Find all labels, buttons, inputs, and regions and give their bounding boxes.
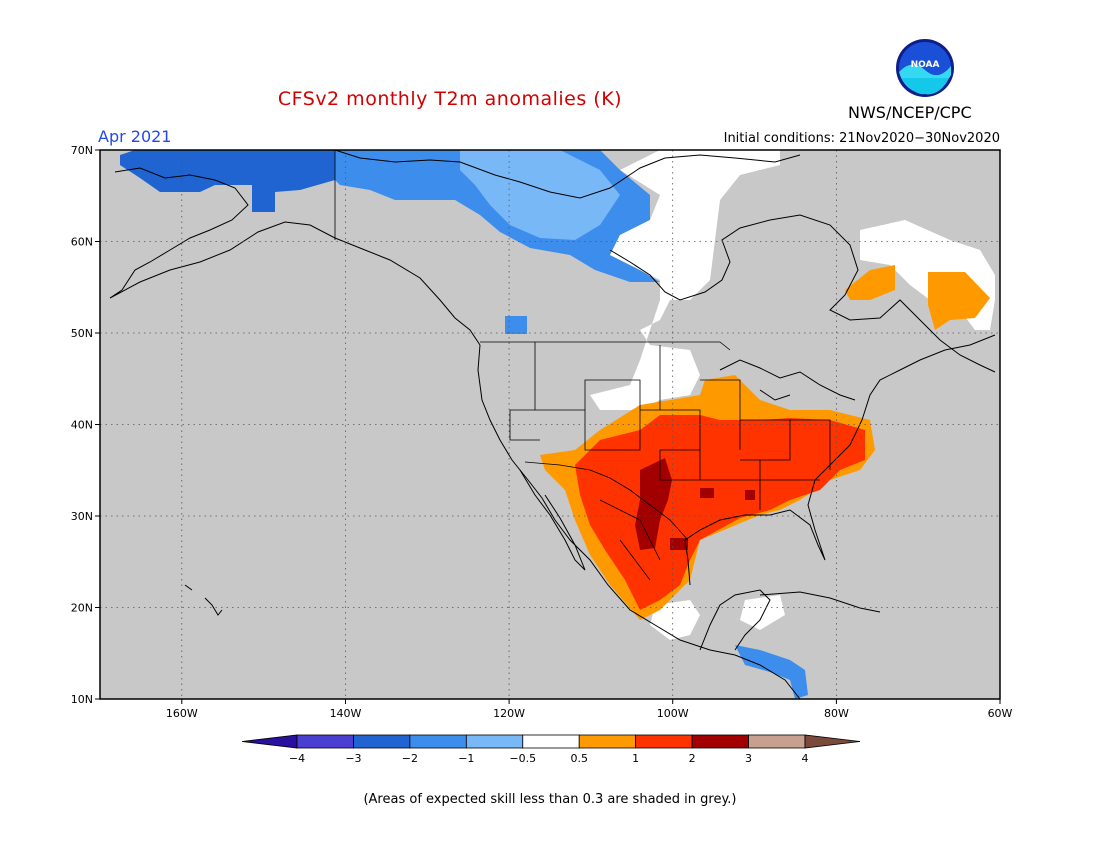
border-mexico-states [599, 499, 661, 581]
lat-label: 70N [71, 144, 93, 157]
colorbar-segment [578, 734, 637, 749]
lon-label: 80W [824, 707, 849, 720]
border-us-canada [480, 341, 731, 351]
coast-baja [519, 469, 586, 571]
coast-arctic [334, 150, 801, 199]
colorbar-segment [296, 734, 354, 749]
colorbar-tick-label: −1 [458, 752, 474, 765]
lat-label: 10N [71, 693, 93, 706]
colorbar-tick-label: −3 [345, 752, 361, 765]
organization-label: NWS/NCEP/CPC [848, 103, 972, 122]
gridlines [100, 150, 1000, 699]
lat-label: 50N [71, 327, 93, 340]
colorbar-tick-label: 4 [802, 752, 809, 765]
colorbar-tick-label: 3 [745, 752, 752, 765]
colorbar-segment [635, 734, 693, 749]
anomaly-neutral-caribbean [740, 595, 785, 630]
colorbar-tick-label: −0.5 [509, 752, 536, 765]
anomaly-neutral-north [590, 150, 780, 410]
anomaly-warm-light-canada-east [845, 265, 895, 300]
logo-text: NOAA [911, 60, 940, 70]
lat-label: 60N [71, 236, 93, 249]
lat-label: 40N [71, 419, 93, 432]
colorbar-tick-label: −2 [402, 752, 418, 765]
noaa-logo-icon: NOAA [896, 39, 954, 97]
colorbar-tick-label: −4 [289, 752, 305, 765]
lat-label: 30N [71, 510, 93, 523]
colorbar-segment [748, 734, 806, 749]
colorbar-segment [465, 734, 524, 749]
anomaly-warm-dark-patch [670, 538, 688, 550]
colorbar-segment [804, 734, 861, 749]
lon-label: 140W [330, 707, 362, 720]
anomaly-warm-dark-patch-3 [745, 490, 755, 500]
anomaly-warm-dark-patch-2 [700, 488, 714, 498]
valid-period-label: Apr 2021 [98, 127, 172, 146]
lat-label: 20N [71, 602, 93, 615]
border-us-mexico [524, 461, 689, 541]
colorbar-segment [409, 734, 467, 749]
colorbar-tick-label: 2 [689, 752, 696, 765]
anomaly-cold-patch [505, 316, 527, 334]
coast-gulf [684, 334, 996, 586]
coast-west [477, 344, 801, 699]
anomaly-warm-mid-us [575, 415, 865, 610]
colorbar-segment [241, 734, 298, 749]
anomaly-warm-dark-texas [635, 458, 672, 550]
anomaly-cold-light [460, 150, 620, 240]
lon-label: 120W [493, 707, 525, 720]
initial-conditions-label: Initial conditions: 21Nov2020−30Nov2020 [723, 131, 1000, 146]
border-states [509, 342, 831, 510]
anomaly-shading [120, 150, 995, 699]
chart-title: CFSv2 monthly T2m anomalies (K) [277, 88, 623, 110]
colorbar: −4 −3 −2 −1 −0.5 0.5 1 2 3 4 [241, 734, 861, 765]
lon-label: 160W [166, 707, 198, 720]
anomaly-warm-light-labrador [928, 272, 990, 330]
colorbar-tick-label: 1 [632, 752, 639, 765]
colorbar-segment [353, 734, 411, 749]
coast-yucatan [699, 589, 771, 651]
coast-hudson [609, 214, 996, 373]
hawaii [184, 584, 223, 616]
political-borders [334, 150, 831, 581]
lon-label: 100W [657, 707, 689, 720]
skill-footnote: (Areas of expected skill less than 0.3 a… [363, 792, 737, 807]
anomaly-cold-dark [120, 150, 335, 212]
colorbar-tick-label: 0.5 [570, 752, 588, 765]
coast-cuba [759, 591, 881, 613]
coast-alaska [109, 167, 481, 346]
lon-label: 60W [988, 707, 1013, 720]
colorbar-segment [691, 734, 749, 749]
coastlines [109, 150, 996, 699]
axis-ticks [95, 149, 1001, 704]
colorbar-segment [522, 734, 580, 749]
